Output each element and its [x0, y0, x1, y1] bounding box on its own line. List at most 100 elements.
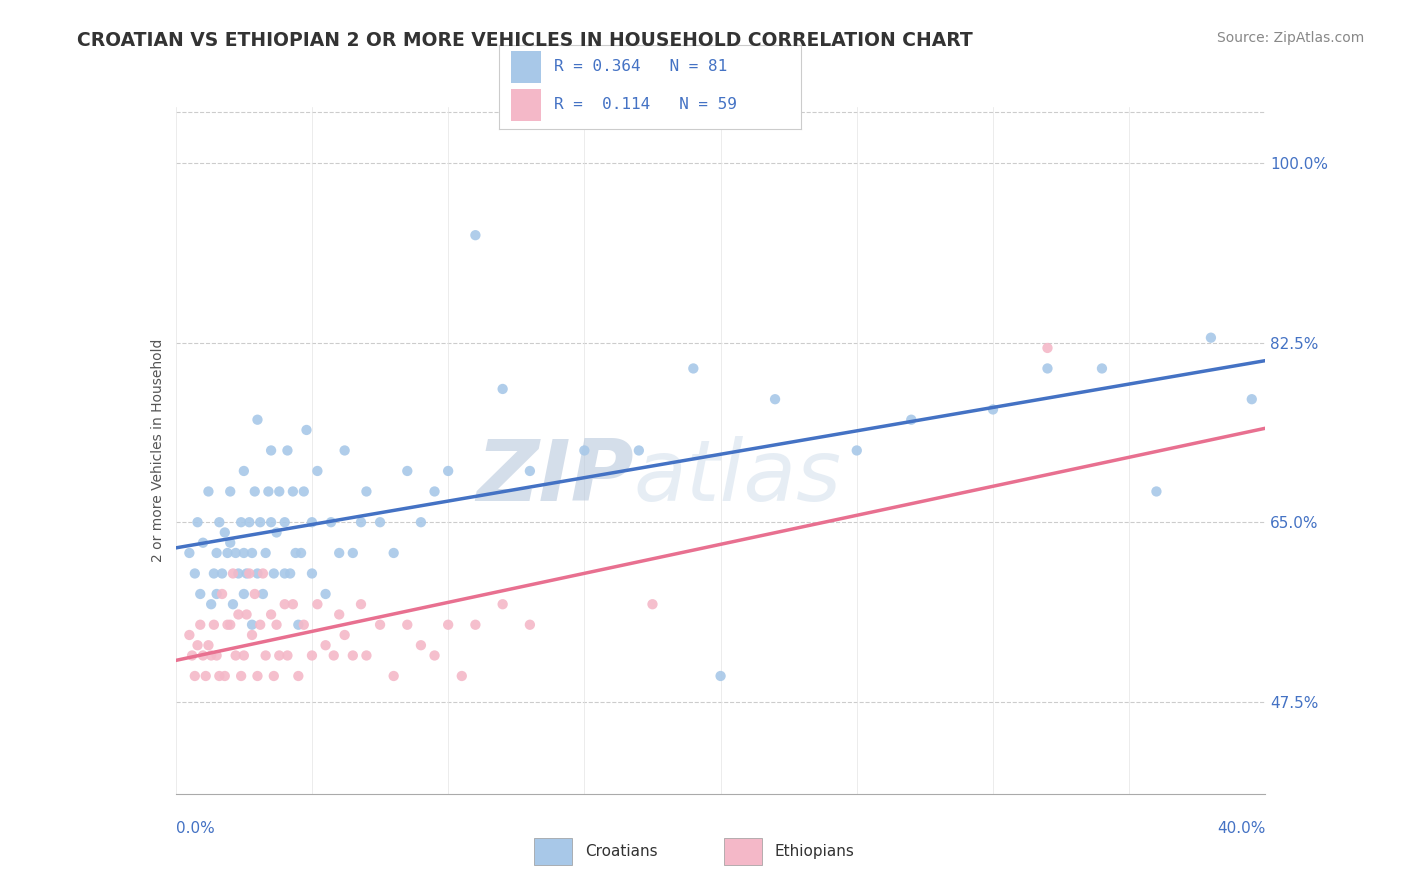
- Bar: [512, 51, 541, 83]
- Point: [292, 617, 315, 632]
- Text: CROATIAN VS ETHIOPIAN 2 OR MORE VEHICLES IN HOUSEHOLD CORRELATION CHART: CROATIAN VS ETHIOPIAN 2 OR MORE VEHICLES…: [77, 31, 973, 50]
- Text: atlas: atlas: [633, 436, 841, 519]
- Point: [274, 597, 297, 611]
- Point: [252, 587, 274, 601]
- Point: [205, 587, 228, 601]
- Point: [194, 669, 217, 683]
- Point: [208, 669, 231, 683]
- Point: [437, 464, 460, 478]
- Point: [217, 546, 239, 560]
- Point: [225, 546, 247, 560]
- Point: [333, 628, 356, 642]
- Point: [574, 443, 596, 458]
- Point: [368, 617, 391, 632]
- Point: [184, 669, 207, 683]
- Point: [225, 648, 247, 663]
- Point: [266, 617, 288, 632]
- Point: [1144, 484, 1167, 499]
- Point: [409, 638, 432, 652]
- Point: [202, 566, 225, 581]
- Point: [232, 587, 254, 601]
- Point: [292, 484, 315, 499]
- Point: [263, 669, 285, 683]
- Point: [219, 484, 242, 499]
- Point: [307, 464, 329, 478]
- Point: [214, 525, 236, 540]
- Point: [450, 669, 472, 683]
- Point: [276, 648, 298, 663]
- Point: [295, 423, 318, 437]
- Point: [290, 546, 312, 560]
- Point: [243, 587, 266, 601]
- Point: [274, 566, 297, 581]
- Point: [287, 617, 309, 632]
- Point: [342, 648, 364, 663]
- Point: [186, 515, 209, 529]
- Point: [382, 546, 405, 560]
- Point: [184, 566, 207, 581]
- Point: [281, 484, 304, 499]
- Point: [315, 587, 337, 601]
- Bar: [512, 88, 541, 120]
- Text: R = 0.364   N = 81: R = 0.364 N = 81: [554, 59, 727, 74]
- Point: [200, 597, 222, 611]
- Point: [981, 402, 1004, 417]
- Point: [682, 361, 704, 376]
- Text: R =  0.114   N = 59: R = 0.114 N = 59: [554, 97, 737, 112]
- Point: [219, 535, 242, 549]
- Point: [263, 566, 285, 581]
- Point: [232, 464, 254, 478]
- Point: [333, 443, 356, 458]
- Point: [191, 535, 214, 549]
- Point: [641, 597, 664, 611]
- Point: [205, 546, 228, 560]
- Point: [342, 546, 364, 560]
- Point: [238, 515, 260, 529]
- Point: [260, 515, 283, 529]
- Point: [1036, 341, 1059, 355]
- Point: [222, 566, 245, 581]
- Point: [197, 484, 219, 499]
- Point: [423, 484, 446, 499]
- Point: [274, 515, 297, 529]
- Point: [191, 648, 214, 663]
- Point: [254, 546, 277, 560]
- Point: [205, 648, 228, 663]
- Point: [269, 648, 291, 663]
- Point: [238, 566, 260, 581]
- Point: [211, 566, 233, 581]
- Point: [235, 566, 257, 581]
- Point: [217, 617, 239, 632]
- Point: [464, 228, 486, 243]
- Point: [232, 648, 254, 663]
- Point: [181, 648, 204, 663]
- Point: [409, 515, 432, 529]
- Point: [269, 484, 291, 499]
- Point: [322, 648, 344, 663]
- Point: [281, 597, 304, 611]
- Text: Source: ZipAtlas.com: Source: ZipAtlas.com: [1216, 31, 1364, 45]
- Point: [254, 648, 277, 663]
- Point: [492, 597, 515, 611]
- Point: [437, 617, 460, 632]
- Point: [208, 515, 231, 529]
- Point: [240, 617, 263, 632]
- Point: [266, 525, 288, 540]
- Y-axis label: 2 or more Vehicles in Household: 2 or more Vehicles in Household: [150, 339, 165, 562]
- Point: [197, 638, 219, 652]
- Point: [200, 648, 222, 663]
- Point: [284, 546, 307, 560]
- Point: [396, 617, 419, 632]
- Text: 40.0%: 40.0%: [1218, 821, 1265, 836]
- Point: [240, 546, 263, 560]
- Point: [301, 566, 323, 581]
- Point: [396, 464, 419, 478]
- Point: [249, 515, 271, 529]
- Bar: [534, 838, 572, 865]
- Point: [246, 413, 269, 427]
- Point: [763, 392, 786, 407]
- Point: [188, 587, 211, 601]
- Point: [287, 669, 309, 683]
- Point: [350, 515, 373, 529]
- Point: [492, 382, 515, 396]
